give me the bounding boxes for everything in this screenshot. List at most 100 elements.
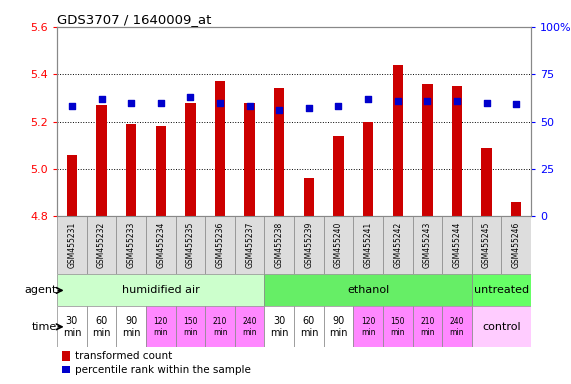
Text: GSM455233: GSM455233 (127, 222, 136, 268)
Text: GSM455238: GSM455238 (275, 222, 284, 268)
Bar (264, 275, 472, 306)
Bar (412, 216, 442, 275)
Bar (304, 178, 314, 216)
Text: GSM455231: GSM455231 (67, 222, 77, 268)
Point (482, 99, 491, 106)
Bar (481, 147, 492, 216)
Bar (57, 216, 87, 275)
Bar (116, 216, 146, 275)
Text: GSM455242: GSM455242 (393, 222, 402, 268)
Bar (412, 306, 442, 347)
Bar (442, 216, 472, 275)
Text: GSM455237: GSM455237 (245, 222, 254, 268)
Bar (383, 216, 412, 275)
Bar (146, 216, 176, 275)
Bar (126, 124, 136, 216)
Text: 90
min: 90 min (122, 316, 140, 338)
Bar (155, 126, 166, 216)
Bar (294, 306, 324, 347)
Bar (472, 216, 501, 275)
Text: GSM455241: GSM455241 (364, 222, 373, 268)
Text: 150
min: 150 min (391, 317, 405, 336)
Point (156, 99, 166, 106)
Bar (294, 216, 324, 275)
Point (452, 98, 461, 104)
Text: humidified air: humidified air (122, 285, 200, 295)
Text: GSM455239: GSM455239 (304, 222, 313, 268)
Text: percentile rank within the sample: percentile rank within the sample (75, 365, 251, 375)
Bar (472, 275, 531, 306)
Point (334, 103, 343, 109)
Bar (235, 306, 264, 347)
Point (186, 94, 195, 100)
Text: GSM455234: GSM455234 (156, 222, 165, 268)
Bar (215, 81, 225, 216)
Text: GSM455235: GSM455235 (186, 222, 195, 268)
Bar (333, 136, 344, 216)
Bar (57, 306, 87, 347)
Point (245, 103, 254, 109)
Text: untreated: untreated (474, 285, 529, 295)
Bar (452, 86, 462, 216)
Bar (472, 306, 531, 347)
Bar (442, 306, 472, 347)
Bar (501, 216, 531, 275)
Text: GSM455232: GSM455232 (97, 222, 106, 268)
Text: transformed count: transformed count (75, 351, 172, 361)
Point (393, 98, 403, 104)
Text: 210
min: 210 min (213, 317, 227, 336)
Text: 120
min: 120 min (361, 317, 375, 336)
Text: 60
min: 60 min (300, 316, 318, 338)
Text: agent: agent (25, 285, 57, 295)
Text: GSM455236: GSM455236 (215, 222, 224, 268)
Text: GDS3707 / 1640009_at: GDS3707 / 1640009_at (57, 13, 211, 26)
Text: 240
min: 240 min (450, 317, 464, 336)
Bar (244, 103, 255, 216)
Bar (62, 351, 70, 361)
Bar (274, 88, 284, 216)
Point (275, 107, 284, 113)
Bar (205, 216, 235, 275)
Bar (185, 103, 196, 216)
Text: GSM455240: GSM455240 (334, 222, 343, 268)
Text: 90
min: 90 min (329, 316, 348, 338)
Text: 30
min: 30 min (270, 316, 288, 338)
Text: 240
min: 240 min (242, 317, 257, 336)
Bar (96, 105, 107, 216)
Point (215, 99, 224, 106)
Bar (422, 84, 433, 216)
Point (97, 96, 106, 102)
Point (423, 98, 432, 104)
Bar (176, 216, 205, 275)
Point (512, 101, 521, 108)
Bar (264, 306, 294, 347)
Bar (235, 216, 264, 275)
Text: ethanol: ethanol (347, 285, 389, 295)
Text: GSM455245: GSM455245 (482, 222, 491, 268)
Text: time: time (32, 322, 57, 332)
Bar (62, 366, 70, 373)
Text: 60
min: 60 min (93, 316, 111, 338)
Point (364, 96, 373, 102)
Bar (146, 306, 176, 347)
Bar (511, 202, 521, 216)
Bar (392, 65, 403, 216)
Text: GSM455246: GSM455246 (512, 222, 521, 268)
Point (67, 103, 77, 109)
Text: GSM455244: GSM455244 (452, 222, 461, 268)
Bar (324, 216, 353, 275)
Bar (264, 216, 294, 275)
Bar (383, 306, 412, 347)
Text: 210
min: 210 min (420, 317, 435, 336)
Bar (353, 216, 383, 275)
Bar (87, 306, 116, 347)
Text: 30
min: 30 min (63, 316, 81, 338)
Bar (67, 155, 77, 216)
Text: 150
min: 150 min (183, 317, 198, 336)
Point (304, 105, 313, 111)
Text: 120
min: 120 min (154, 317, 168, 336)
Bar (57, 275, 264, 306)
Bar (176, 306, 205, 347)
Bar (324, 306, 353, 347)
Point (127, 99, 136, 106)
